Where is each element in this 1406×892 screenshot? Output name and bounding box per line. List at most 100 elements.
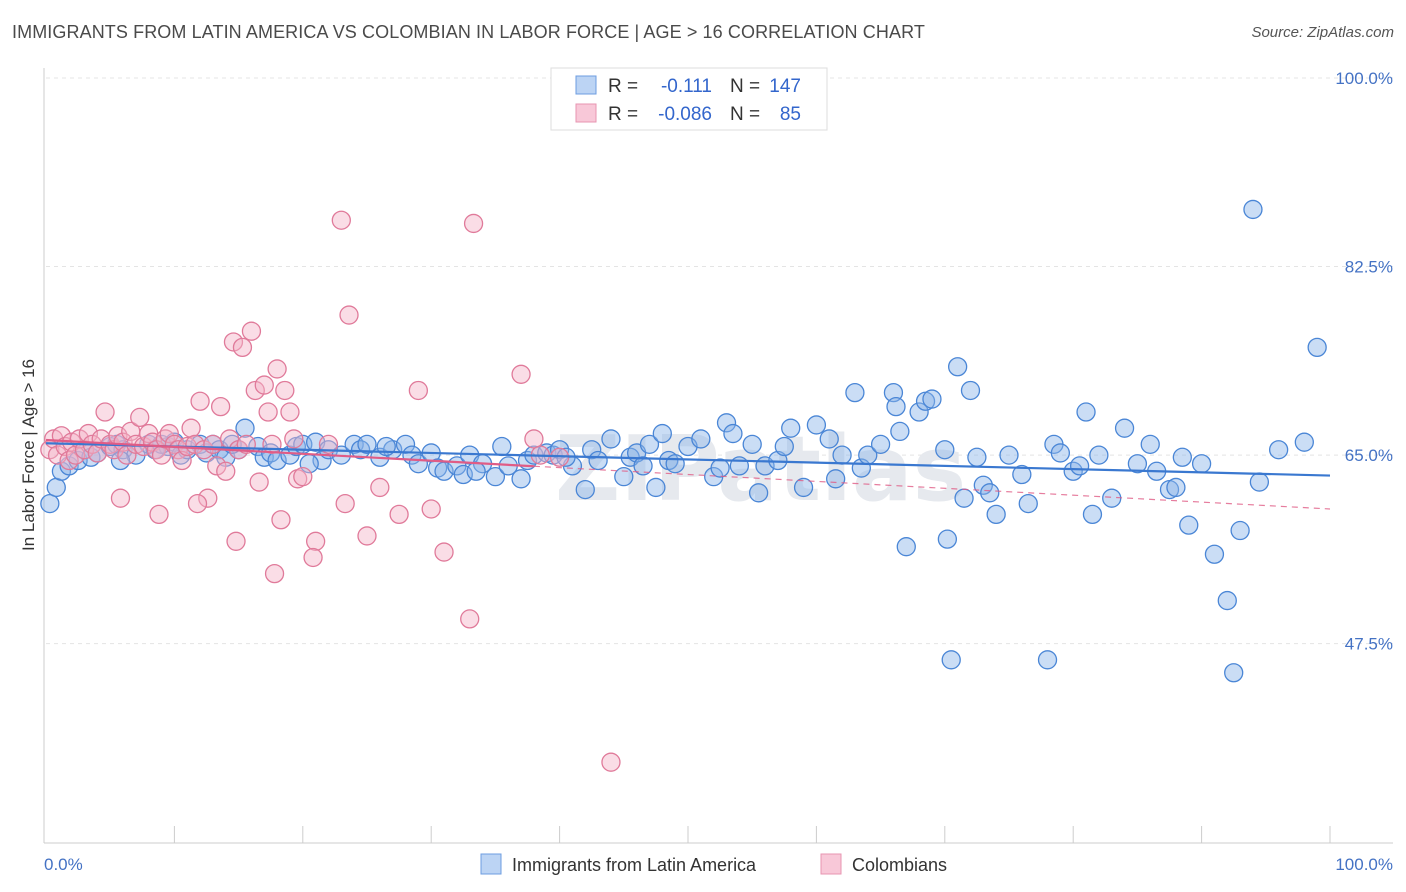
colombians-point bbox=[267, 359, 287, 379]
latin-america-point bbox=[639, 434, 660, 454]
x-tick-label-min: 0.0% bbox=[44, 855, 83, 874]
colombians-point bbox=[284, 429, 304, 449]
colombians-point bbox=[245, 380, 265, 401]
chart-title: IMMIGRANTS FROM LATIN AMERICA VS COLOMBI… bbox=[12, 22, 925, 42]
colombians-point bbox=[187, 493, 208, 514]
latin-america-point bbox=[1082, 504, 1103, 525]
colombians-point bbox=[357, 526, 377, 546]
latin-america-point bbox=[40, 493, 60, 514]
colombians-point bbox=[149, 504, 169, 525]
legend-box bbox=[550, 67, 828, 131]
legend-r-value-2: -0.086 bbox=[658, 104, 712, 125]
latin-america-point bbox=[826, 469, 846, 489]
latin-america-point bbox=[716, 413, 737, 433]
bottom-legend-label-colombians: Colombians bbox=[852, 855, 947, 875]
colombians-point bbox=[226, 531, 246, 551]
bottom-legend-swatch-latin-america bbox=[480, 853, 502, 875]
latin-america-point bbox=[1076, 402, 1096, 422]
colombians-point bbox=[254, 375, 274, 395]
colombians-point bbox=[601, 752, 621, 772]
x-tick-label-max: 100.0% bbox=[1335, 855, 1393, 874]
colombians-point bbox=[159, 423, 179, 444]
legend-r-label-2: R = bbox=[608, 104, 638, 125]
colombians-point bbox=[524, 429, 544, 449]
latin-america-point bbox=[1294, 432, 1314, 452]
latin-america-point bbox=[748, 483, 769, 503]
colombians-point bbox=[463, 213, 484, 234]
latin-america-point bbox=[1140, 434, 1160, 454]
series-colombians-points bbox=[40, 210, 621, 772]
latin-america-point bbox=[781, 418, 801, 438]
latin-america-point bbox=[937, 529, 958, 549]
trendline-colombians-dashed bbox=[533, 465, 1331, 510]
latin-america-point bbox=[466, 461, 486, 481]
latin-america-point bbox=[710, 458, 730, 478]
colombians-point bbox=[339, 305, 359, 325]
colombians-point bbox=[331, 210, 351, 230]
latin-america-point bbox=[935, 440, 955, 460]
y-tick-label: 65.0% bbox=[1345, 446, 1393, 465]
trendline-colombians-solid bbox=[45, 438, 534, 468]
trendlines bbox=[45, 438, 1331, 510]
colombians-point bbox=[198, 488, 218, 508]
latin-america-point bbox=[582, 440, 602, 460]
legend-r-value-1: -0.111 bbox=[661, 76, 712, 97]
trendline-latin-america bbox=[45, 442, 1331, 477]
latin-america-point bbox=[967, 447, 987, 467]
latin-america-point bbox=[999, 445, 1019, 465]
latin-america-point bbox=[485, 467, 506, 487]
latin-america-point bbox=[845, 382, 865, 403]
bottom-legend: Immigrants from Latin America Colombians bbox=[480, 853, 947, 875]
latin-america-point bbox=[1307, 337, 1327, 358]
latin-america-point bbox=[1037, 650, 1058, 670]
legend: R = -0.111 N = 147 R = -0.086 N = 85 bbox=[550, 67, 828, 131]
latin-america-point bbox=[890, 421, 910, 442]
legend-n-label-1: N = bbox=[730, 76, 760, 97]
latin-america-point bbox=[922, 389, 942, 409]
latin-america-point bbox=[1217, 590, 1237, 611]
chart-source: Source: ZipAtlas.com bbox=[1251, 24, 1394, 41]
latin-america-point bbox=[947, 357, 968, 377]
latin-america-point bbox=[1018, 493, 1038, 514]
latin-america-point bbox=[614, 467, 634, 487]
axes bbox=[43, 68, 1393, 844]
watermark: ZIPatlas bbox=[555, 417, 966, 522]
colombians-point bbox=[421, 499, 441, 519]
bottom-legend-swatch-colombians bbox=[820, 853, 842, 875]
latin-america-point bbox=[883, 382, 904, 403]
colombians-point bbox=[275, 380, 295, 401]
colombians-point bbox=[232, 337, 253, 358]
latin-america-point bbox=[896, 537, 916, 557]
y-axis-title: In Labor Force | Age > 16 bbox=[19, 359, 38, 551]
colombians-point bbox=[190, 391, 210, 411]
latin-america-point bbox=[960, 380, 981, 401]
gridlines bbox=[46, 77, 1393, 645]
latin-america-point bbox=[633, 456, 653, 476]
colombians-point bbox=[249, 472, 269, 492]
latin-america-point bbox=[1012, 464, 1032, 485]
colombians-point bbox=[408, 380, 429, 401]
latin-america-point bbox=[980, 483, 1000, 503]
latin-america-point bbox=[1050, 443, 1071, 463]
legend-swatch-latin-america bbox=[575, 75, 597, 95]
colombians-point bbox=[293, 467, 313, 487]
colombians-point bbox=[210, 396, 231, 417]
colombians-point bbox=[280, 402, 300, 422]
latin-america-point bbox=[774, 436, 794, 457]
colombians-point bbox=[181, 418, 201, 438]
latin-america-point bbox=[1249, 472, 1270, 492]
latin-america-point bbox=[665, 454, 685, 474]
colombians-point bbox=[271, 510, 291, 530]
latin-america-point bbox=[1127, 454, 1148, 474]
latin-america-point bbox=[806, 415, 827, 435]
latin-america-point bbox=[235, 418, 255, 438]
latin-america-point bbox=[723, 423, 743, 444]
latin-america-point bbox=[1089, 445, 1109, 465]
colombians-point bbox=[258, 402, 278, 422]
colombians-point bbox=[511, 364, 531, 384]
latin-america-point bbox=[652, 423, 672, 444]
colombians-point bbox=[223, 332, 244, 352]
y-tick-label: 47.5% bbox=[1345, 635, 1393, 654]
colombians-point bbox=[318, 434, 339, 454]
legend-n-value-2: 85 bbox=[780, 104, 801, 125]
